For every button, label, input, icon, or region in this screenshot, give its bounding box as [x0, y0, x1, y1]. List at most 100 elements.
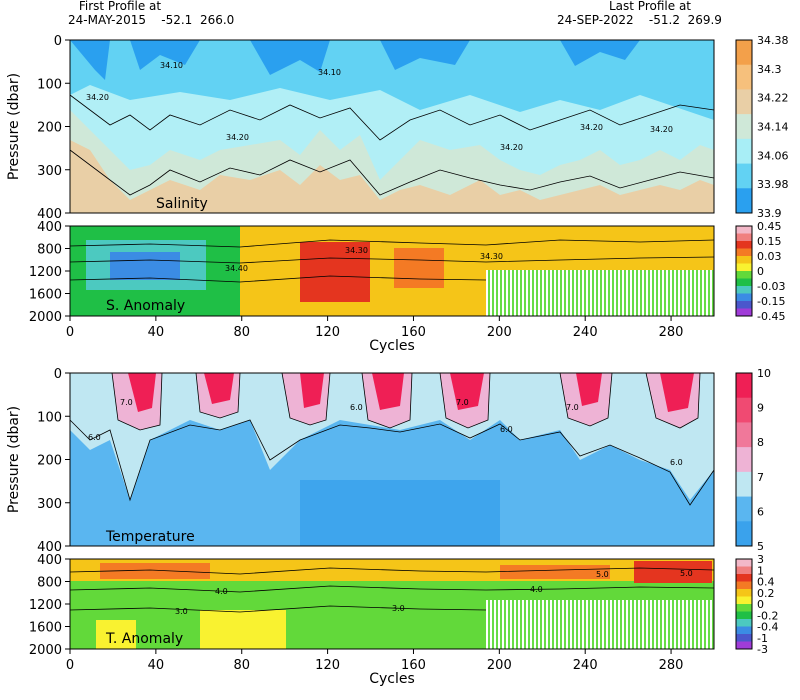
colorbar-swatch	[736, 581, 752, 590]
colorbar-swatch	[736, 256, 752, 264]
y-tick-label: 800	[37, 576, 62, 591]
salinity-freshest-patches	[70, 40, 640, 80]
temperature-contour-label: 7.0	[456, 398, 469, 407]
colorbar-label: 34.06	[757, 149, 789, 162]
t-anomaly-yellow-zone	[200, 610, 286, 649]
colorbar-swatch	[736, 248, 752, 257]
colorbar-label: 8	[757, 436, 764, 449]
x-axis-label: Cycles	[369, 338, 415, 354]
colorbar-label: -0.15	[757, 295, 785, 308]
y-tick-label: 200	[37, 121, 62, 136]
colorbar-label: -0.2	[757, 609, 778, 622]
colorbar-swatch	[736, 634, 752, 642]
temperature-contour-label: 6.0	[670, 458, 683, 467]
salinity-anomaly-panel: S. Anomaly 34.30 34.40 34.30 40080012001…	[29, 220, 786, 354]
t-anomaly-missing-data	[486, 600, 714, 649]
s-anomaly-orange-core	[394, 248, 444, 288]
y-tick-label: 200	[37, 454, 62, 469]
temperature-contour-label: 7.0	[120, 398, 133, 407]
colorbar-swatch	[736, 308, 752, 317]
x-tick-label: 160	[401, 325, 426, 340]
y-tick-label: 100	[37, 410, 62, 425]
colorbar-swatch	[736, 447, 752, 473]
colorbar-label: 34.22	[757, 92, 789, 105]
x-tick-label: 280	[659, 658, 684, 673]
salinity-contour-label: 34.10	[318, 68, 341, 77]
y-tick-label: 2000	[29, 643, 62, 658]
x-tick-label: 160	[401, 658, 426, 673]
x-tick-label: 120	[315, 325, 340, 340]
colorbar-label: 0.4	[757, 576, 775, 589]
colorbar-swatch	[736, 596, 752, 605]
colorbar-swatch	[736, 293, 752, 302]
colorbar-swatch	[736, 559, 752, 567]
t-anomaly-contour-label: 5.0	[680, 569, 693, 578]
salinity-saline-layer	[70, 140, 714, 213]
colorbar-label: 1	[757, 564, 764, 577]
last-profile-value: 24-SEP-2022 -51.2 269.9	[557, 13, 722, 27]
y-axis-label: Pressure (dbar)	[6, 406, 22, 513]
colorbar-swatch	[736, 40, 752, 66]
colorbar-swatch	[736, 301, 752, 309]
y-tick-label: 400	[37, 220, 62, 235]
last-profile-label: Last Profile at	[609, 0, 691, 13]
temperature-contour-6	[69, 419, 715, 506]
y-tick-label: 400	[37, 553, 62, 568]
y-tick-label: 0	[54, 367, 62, 382]
t-anomaly-yellow-zone	[96, 620, 136, 649]
y-tick-label: 300	[37, 497, 62, 512]
first-profile-label: First Profile at	[79, 0, 162, 13]
t-anomaly-red-zone	[634, 561, 712, 583]
s-anomaly-contour-label: 34.30	[480, 252, 503, 261]
x-tick-label: 240	[573, 325, 598, 340]
salinity-contour-label: 34.20	[650, 125, 673, 134]
t-anomaly-contour-label: 3.0	[175, 607, 188, 616]
x-tick-label: 0	[66, 658, 74, 673]
colorbar-swatch	[736, 114, 752, 140]
x-tick-label: 80	[233, 325, 250, 340]
colorbar-frame	[735, 558, 753, 650]
y-tick-label: 1600	[29, 288, 62, 303]
colorbar-label: -0.45	[757, 310, 785, 323]
colorbar-label: 0.45	[757, 220, 782, 233]
salinity-contour-label: 34.20	[500, 143, 523, 152]
y-tick-label: 400	[37, 207, 62, 222]
colorbar-swatch	[736, 163, 752, 189]
y-axis-label: Pressure (dbar)	[6, 73, 22, 180]
colorbar-swatch	[736, 574, 752, 582]
temperature-contour-label: 6.0	[350, 403, 363, 412]
colorbar-frame	[735, 39, 753, 214]
t-anomaly-contour-label: 4.0	[530, 585, 543, 594]
colorbar-label: 3	[757, 553, 764, 566]
t-anomaly-contour	[69, 605, 487, 613]
colorbar-swatch	[736, 619, 752, 627]
t-anomaly-orange-zone	[100, 563, 210, 579]
s-anomaly-panel-label: S. Anomaly	[106, 298, 185, 314]
y-tick-label: 2000	[29, 310, 62, 325]
colorbar-swatch	[736, 626, 752, 635]
s-anomaly-contour	[69, 239, 715, 248]
colorbar-swatch	[736, 604, 752, 612]
salinity-panel-label: Salinity	[156, 196, 208, 212]
colorbar-swatch	[736, 138, 752, 164]
colorbar-label: 0.03	[757, 250, 782, 263]
colorbar-frame	[735, 372, 753, 547]
y-tick-label: 1600	[29, 621, 62, 636]
colorbar-swatch	[736, 566, 752, 575]
x-tick-label: 80	[233, 658, 250, 673]
salinity-panel: Salinity 34.20 34.10 34.20 34.10 34.20 3…	[6, 34, 789, 222]
colorbar-label: 33.9	[757, 207, 782, 220]
colorbar-swatch	[736, 373, 752, 399]
colorbar-swatch	[736, 241, 752, 249]
colorbar-label: 0	[757, 598, 764, 611]
temperature-cold-deep	[300, 480, 500, 546]
y-tick-label: 800	[37, 243, 62, 258]
t-anomaly-contour	[69, 585, 715, 593]
colorbar-label: 33.98	[757, 178, 789, 191]
colorbar-label: 34.14	[757, 121, 789, 134]
x-tick-label: 200	[487, 325, 512, 340]
y-tick-label: 1200	[29, 265, 62, 280]
colorbar-swatch	[736, 89, 752, 115]
colorbar-swatch	[736, 397, 752, 423]
